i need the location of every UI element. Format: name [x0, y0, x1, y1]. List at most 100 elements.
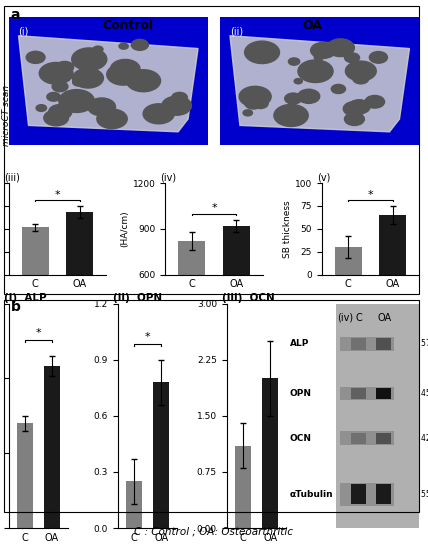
Circle shape [343, 102, 366, 116]
Bar [235, 446, 251, 528]
Text: (v): (v) [317, 172, 330, 182]
Circle shape [243, 110, 253, 116]
Text: *: * [55, 190, 60, 200]
Bar [178, 241, 205, 366]
Circle shape [162, 96, 191, 116]
Circle shape [345, 53, 360, 63]
Circle shape [245, 98, 262, 109]
Circle shape [39, 63, 73, 84]
Circle shape [314, 54, 323, 60]
Text: microCT scan: microCT scan [2, 85, 11, 146]
Bar [262, 378, 278, 528]
Text: C: C [356, 312, 363, 322]
Circle shape [97, 109, 127, 129]
Circle shape [107, 64, 140, 85]
Bar [379, 215, 406, 274]
Text: a: a [11, 8, 20, 22]
Text: (iii): (iii) [4, 172, 20, 182]
Bar [351, 388, 366, 399]
Text: OPN: OPN [290, 389, 312, 398]
Bar [351, 484, 366, 504]
Bar [126, 481, 142, 528]
Circle shape [44, 110, 68, 126]
Text: Control: Control [103, 19, 154, 32]
Circle shape [294, 79, 302, 84]
Bar [223, 226, 250, 366]
Text: OCN: OCN [290, 434, 312, 443]
Circle shape [56, 62, 74, 73]
Circle shape [88, 98, 116, 116]
Text: (i)  ALP: (i) ALP [4, 293, 46, 303]
Circle shape [157, 112, 170, 121]
Circle shape [365, 96, 385, 108]
Text: *: * [145, 332, 150, 342]
Circle shape [253, 98, 268, 108]
Circle shape [143, 104, 174, 124]
Circle shape [73, 68, 104, 88]
Text: αTubulin: αTubulin [290, 490, 333, 499]
Polygon shape [18, 36, 198, 132]
Bar [335, 247, 362, 274]
Bar [340, 483, 394, 505]
Circle shape [298, 60, 333, 82]
Circle shape [345, 113, 364, 125]
Bar [340, 337, 394, 351]
Text: *: * [211, 204, 217, 213]
Bar [44, 366, 60, 528]
Text: (ii): (ii) [230, 27, 243, 37]
Circle shape [47, 92, 60, 101]
Circle shape [311, 42, 336, 58]
Circle shape [353, 74, 369, 84]
Text: 42 KDa: 42 KDa [421, 434, 428, 443]
Circle shape [239, 86, 271, 107]
Bar [376, 433, 391, 444]
Circle shape [348, 100, 370, 114]
Bar [376, 484, 391, 504]
Circle shape [131, 40, 149, 51]
Text: (i): (i) [18, 27, 29, 37]
Text: *: * [36, 328, 41, 338]
Circle shape [59, 90, 95, 112]
Text: OA: OA [303, 19, 322, 32]
Circle shape [327, 39, 354, 57]
Circle shape [110, 59, 140, 79]
Circle shape [285, 93, 302, 104]
Circle shape [93, 46, 103, 53]
Circle shape [245, 41, 279, 64]
Circle shape [119, 43, 128, 49]
Text: *: * [368, 190, 373, 200]
Bar [351, 433, 366, 444]
Circle shape [72, 48, 107, 70]
Bar [351, 338, 366, 350]
Circle shape [26, 51, 45, 63]
Circle shape [345, 61, 376, 81]
Y-axis label: (HA/cm): (HA/cm) [121, 211, 130, 247]
Polygon shape [230, 36, 410, 132]
Circle shape [73, 78, 81, 83]
Text: OA: OA [377, 312, 391, 322]
Circle shape [49, 104, 72, 119]
Text: 55 KDa: 55 KDa [421, 490, 428, 499]
Circle shape [369, 52, 387, 63]
Circle shape [288, 58, 300, 65]
Text: C : Control ; OA: Osteoarthritic: C : Control ; OA: Osteoarthritic [134, 526, 294, 536]
Circle shape [321, 46, 337, 56]
Bar [376, 388, 391, 399]
Circle shape [52, 81, 68, 92]
Circle shape [331, 84, 345, 94]
Bar [66, 212, 93, 274]
Text: (iv): (iv) [337, 312, 354, 322]
Circle shape [172, 92, 187, 102]
Text: (iv): (iv) [160, 172, 176, 182]
Bar [153, 382, 169, 528]
Text: ALP: ALP [290, 339, 309, 349]
Circle shape [250, 42, 273, 57]
Circle shape [274, 104, 308, 126]
Circle shape [126, 70, 160, 92]
Bar [376, 338, 391, 350]
Bar [22, 227, 49, 274]
Circle shape [36, 104, 47, 112]
Text: b: b [11, 300, 21, 313]
Bar [340, 432, 394, 445]
Text: 45 KDa: 45 KDa [421, 389, 428, 398]
